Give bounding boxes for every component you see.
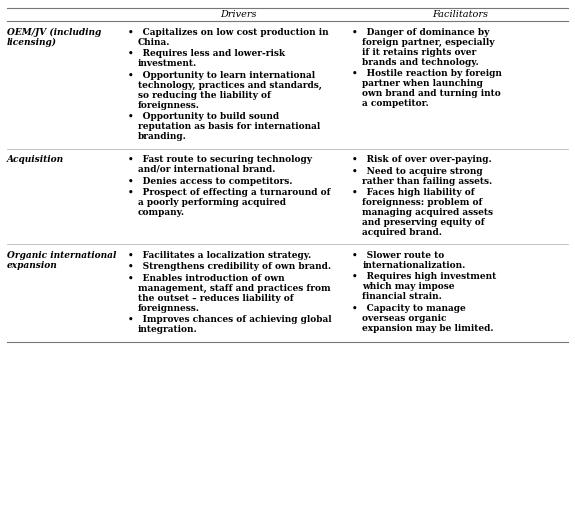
Text: • Opportunity to build sound: • Opportunity to build sound (128, 112, 279, 121)
Text: a poorly performing acquired: a poorly performing acquired (138, 198, 286, 207)
Text: • Opportunity to learn international: • Opportunity to learn international (128, 71, 315, 80)
Text: Drivers: Drivers (220, 10, 256, 19)
Text: acquired brand.: acquired brand. (362, 228, 442, 237)
Text: managing acquired assets: managing acquired assets (362, 208, 493, 217)
Text: OEM/JV (including: OEM/JV (including (7, 28, 101, 37)
Text: foreignness.: foreignness. (138, 304, 200, 313)
Text: • Hostile reaction by foreign: • Hostile reaction by foreign (352, 69, 502, 78)
Text: expansion: expansion (7, 261, 58, 270)
Text: Acquisition: Acquisition (7, 155, 64, 164)
Text: • Requires less and lower-risk: • Requires less and lower-risk (128, 49, 285, 58)
Text: • Fast route to securing technology: • Fast route to securing technology (128, 155, 312, 164)
Text: and preserving equity of: and preserving equity of (362, 218, 485, 227)
Text: • Danger of dominance by: • Danger of dominance by (352, 28, 489, 37)
Text: a competitor.: a competitor. (362, 99, 429, 108)
Text: investment.: investment. (138, 59, 197, 68)
Text: brands and technology.: brands and technology. (362, 57, 479, 66)
Text: • Requires high investment: • Requires high investment (352, 272, 496, 281)
Text: foreign partner, especially: foreign partner, especially (362, 38, 494, 47)
Text: foreignness.: foreignness. (138, 101, 200, 110)
Text: • Enables introduction of own: • Enables introduction of own (128, 274, 284, 283)
Text: • Faces high liability of: • Faces high liability of (352, 188, 474, 197)
Text: • Facilitates a localization strategy.: • Facilitates a localization strategy. (128, 251, 311, 260)
Text: the outset – reduces liability of: the outset – reduces liability of (138, 294, 294, 303)
Text: • Slower route to: • Slower route to (352, 251, 444, 260)
Text: internationalization.: internationalization. (362, 261, 466, 270)
Text: rather than failing assets.: rather than failing assets. (362, 176, 493, 185)
Text: • Strengthens credibility of own brand.: • Strengthens credibility of own brand. (128, 262, 331, 271)
Text: overseas organic: overseas organic (362, 314, 447, 323)
Text: • Risk of over over-paying.: • Risk of over over-paying. (352, 155, 492, 164)
Text: • Denies access to competitors.: • Denies access to competitors. (128, 176, 292, 185)
Text: • Improves chances of achieving global: • Improves chances of achieving global (128, 315, 331, 324)
Text: • Capitalizes on low cost production in: • Capitalizes on low cost production in (128, 28, 328, 37)
Text: partner when launching: partner when launching (362, 79, 483, 88)
Text: reputation as basis for international: reputation as basis for international (138, 122, 320, 131)
Text: foreignness: problem of: foreignness: problem of (362, 198, 482, 207)
Text: so reducing the liability of: so reducing the liability of (138, 91, 271, 100)
Text: and/or international brand.: and/or international brand. (138, 165, 275, 174)
Text: licensing): licensing) (7, 38, 57, 47)
Text: expansion may be limited.: expansion may be limited. (362, 324, 494, 333)
Text: which may impose: which may impose (362, 282, 455, 292)
Text: if it retains rights over: if it retains rights over (362, 48, 477, 57)
Text: • Need to acquire strong: • Need to acquire strong (352, 167, 482, 176)
Text: Organic international: Organic international (7, 251, 116, 260)
Text: own brand and turning into: own brand and turning into (362, 89, 501, 98)
Text: • Prospect of effecting a turnaround of: • Prospect of effecting a turnaround of (128, 188, 330, 197)
Text: integration.: integration. (138, 326, 198, 335)
Text: Facilitators: Facilitators (432, 10, 488, 19)
Text: technology, practices and standards,: technology, practices and standards, (138, 81, 322, 90)
Text: China.: China. (138, 38, 171, 47)
Text: branding.: branding. (138, 132, 187, 141)
Text: financial strain.: financial strain. (362, 292, 442, 301)
Text: management, staff and practices from: management, staff and practices from (138, 284, 331, 293)
Text: • Capacity to manage: • Capacity to manage (352, 304, 466, 313)
Text: company.: company. (138, 208, 185, 217)
